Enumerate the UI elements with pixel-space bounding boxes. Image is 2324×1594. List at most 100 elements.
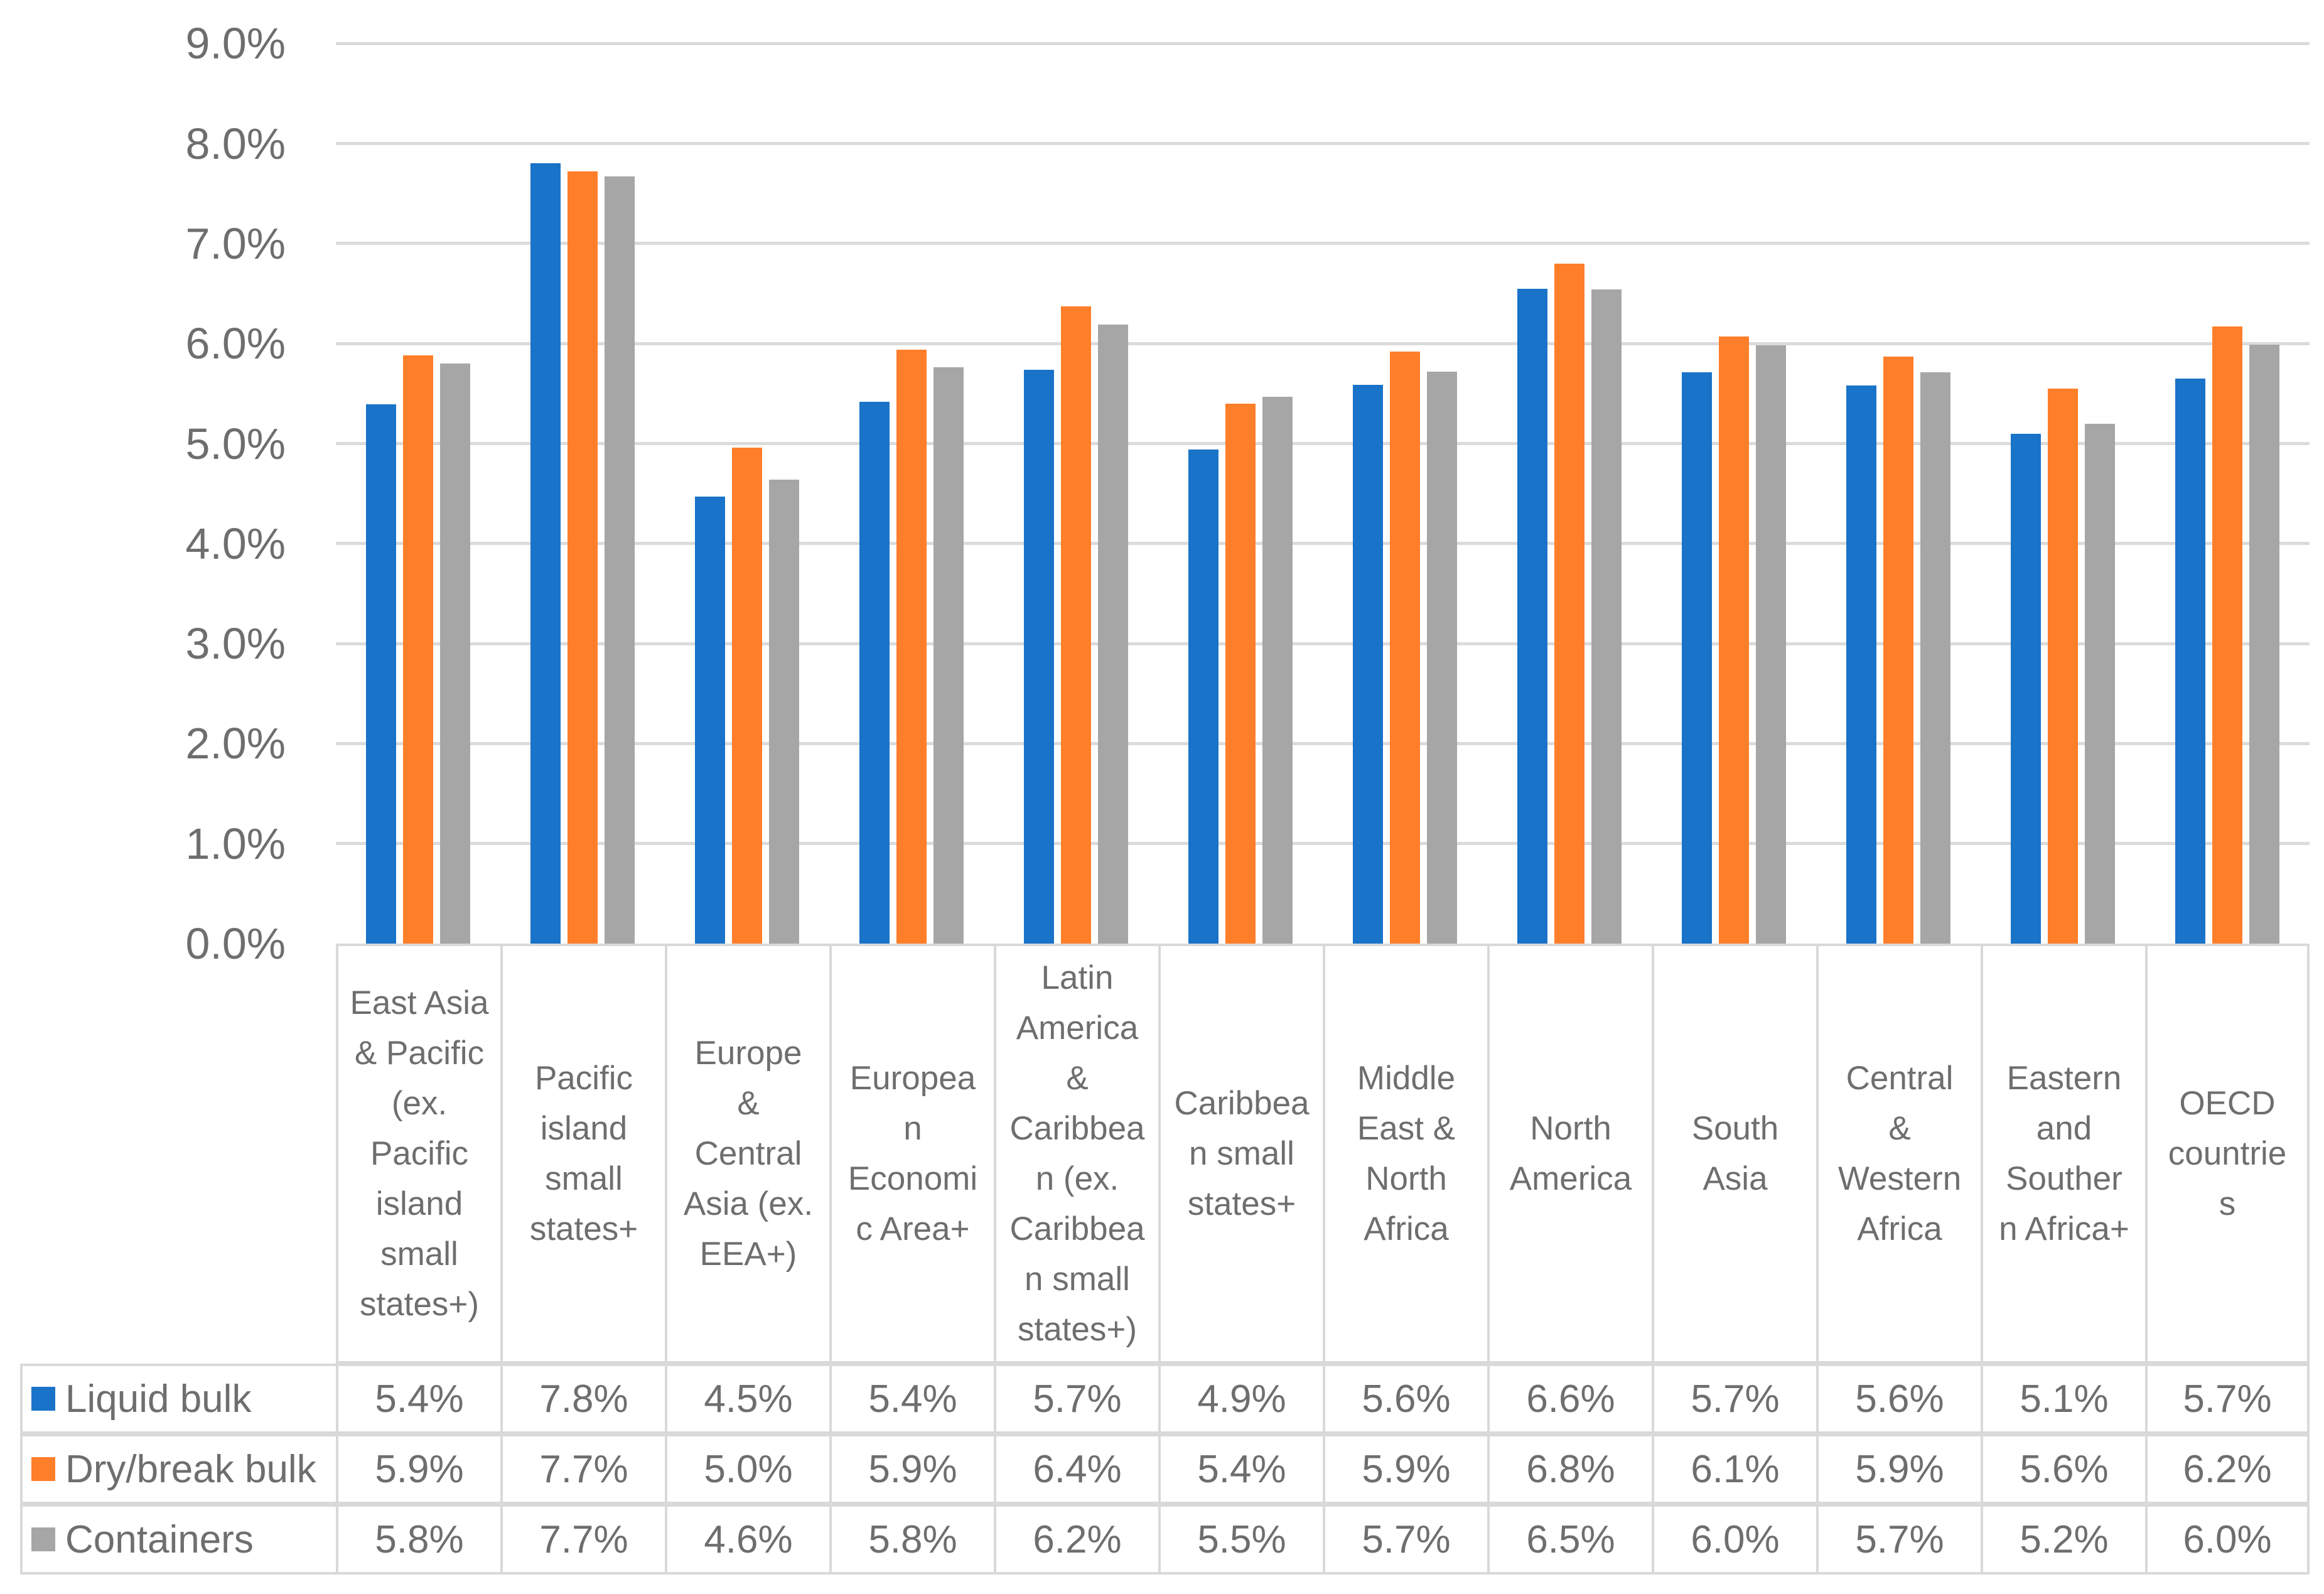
table-value-containers-col11: 5.2% [1981,1504,2145,1575]
table-value-liquid-bulk-col6: 4.9% [1158,1364,1323,1434]
bar-liquid-bulk-east-asia-pacific-ex-pacific-i [366,404,396,944]
legend-key-dry-break-bulk: Dry/break bulk [20,1434,336,1504]
table-value-dry-break-bulk-col6: 5.4% [1158,1434,1323,1504]
table-value-containers-col1: 5.8% [336,1504,500,1575]
bar-containers-europe-central-asia-ex-eea [769,479,799,944]
y-axis-tick-label: 1.0% [185,819,286,868]
table-value-dry-break-bulk-col4: 5.9% [829,1434,994,1504]
y-axis-tick-label: 9.0% [185,19,286,68]
table-value-liquid-bulk-col12: 5.7% [2145,1364,2310,1434]
bar-containers-south-asia [1756,345,1786,944]
table-value-liquid-bulk-col3: 4.5% [665,1364,829,1434]
table-value-dry-break-bulk-col1: 5.9% [336,1434,500,1504]
bar-dry-break-bulk-east-asia-pacific-ex-pacific-i [403,355,433,944]
legend-key-liquid-bulk: Liquid bulk [20,1364,336,1434]
gridline-8pct [336,142,2310,146]
table-value-liquid-bulk-col10: 5.6% [1816,1364,1981,1434]
y-axis-tick-label: 2.0% [185,719,286,768]
y-axis-tick-label: 5.0% [185,419,286,468]
gridline-2pct [336,741,2310,745]
y-axis-tick-label: 3.0% [185,619,286,669]
bar-dry-break-bulk-europe-central-asia-ex-eea [732,447,762,944]
category-label-east-asia-pacific-ex-pacific-i: East Asia & Pacific (ex. Pacific island … [336,944,500,1364]
bar-dry-break-bulk-eastern-and-southern-africa [2048,388,2078,944]
table-value-liquid-bulk-col8: 6.6% [1487,1364,1652,1434]
gridline-5pct [336,442,2310,445]
table-value-containers-col12: 6.0% [2145,1504,2310,1575]
bar-dry-break-bulk-european-economic-area [896,349,927,944]
table-value-containers-col5: 6.2% [994,1504,1158,1575]
legend-series-name: Liquid bulk [65,1377,252,1421]
bar-liquid-bulk-north-america [1517,288,1547,944]
table-value-containers-col4: 5.8% [829,1504,994,1575]
table-value-dry-break-bulk-col11: 5.6% [1981,1434,2145,1504]
bar-containers-european-economic-area [933,367,964,944]
bar-liquid-bulk-south-asia [1682,372,1712,944]
legend-key-containers: Containers [20,1504,336,1575]
table-value-liquid-bulk-col2: 7.8% [500,1364,665,1434]
bar-dry-break-bulk-latin-america-caribbean-ex-car [1061,306,1091,944]
bar-dry-break-bulk-north-america [1554,263,1584,944]
bar-liquid-bulk-oecd-countries [2175,378,2205,944]
bar-containers-east-asia-pacific-ex-pacific-i [440,363,470,944]
category-label-european-economic-area: Europea n Economi c Area+ [829,944,994,1364]
category-label-south-asia: South Asia [1652,944,1816,1364]
legend-swatch-icon [31,1387,55,1411]
table-value-liquid-bulk-col4: 5.4% [829,1364,994,1434]
bar-dry-break-bulk-central-western-africa [1883,356,1913,944]
category-label-central-western-africa: Central & Western Africa [1816,944,1981,1364]
category-label-north-america: North America [1487,944,1652,1364]
table-value-dry-break-bulk-col10: 5.9% [1816,1434,1981,1504]
y-axis-tick-label: 6.0% [185,319,286,369]
legend-swatch-icon [31,1457,55,1481]
category-label-europe-central-asia-ex-eea: Europe & Central Asia (ex. EEA+) [665,944,829,1364]
bar-liquid-bulk-caribbean-small-states [1188,450,1218,944]
bar-liquid-bulk-eastern-and-southern-africa [2011,433,2041,944]
bar-containers-oecd-countries [2249,344,2279,944]
gridline-6pct [336,342,2310,345]
legend-series-name: Dry/break bulk [65,1447,316,1491]
category-label-middle-east-north-africa: Middle East & North Africa [1323,944,1487,1364]
table-value-dry-break-bulk-col3: 5.0% [665,1434,829,1504]
bar-liquid-bulk-latin-america-caribbean-ex-car [1024,369,1054,944]
gridline-3pct [336,642,2310,645]
y-axis-tick-label: 4.0% [185,519,286,568]
table-value-dry-break-bulk-col9: 6.1% [1652,1434,1816,1504]
category-label-pacific-island-small-states: Pacific island small states+ [500,944,665,1364]
category-label-eastern-and-southern-africa: Eastern and Souther n Africa+ [1981,944,2145,1364]
y-axis-tick-label: 0.0% [185,919,286,968]
table-value-containers-col8: 6.5% [1487,1504,1652,1575]
table-value-containers-col6: 5.5% [1158,1504,1323,1575]
table-value-liquid-bulk-col11: 5.1% [1981,1364,2145,1434]
bar-containers-central-western-africa [1920,372,1950,944]
bar-liquid-bulk-pacific-island-small-states [530,163,561,944]
bar-dry-break-bulk-pacific-island-small-states [568,171,598,944]
bar-liquid-bulk-central-western-africa [1846,385,1876,944]
table-value-liquid-bulk-col7: 5.6% [1323,1364,1487,1434]
bar-containers-pacific-island-small-states [605,176,635,944]
legend-swatch-icon [31,1527,55,1551]
category-label-oecd-countries: OECD countrie s [2145,944,2310,1364]
bar-dry-break-bulk-middle-east-north-africa [1390,351,1420,944]
table-value-dry-break-bulk-col8: 6.8% [1487,1434,1652,1504]
table-value-liquid-bulk-col9: 5.7% [1652,1364,1816,1434]
y-axis-tick-label: 8.0% [185,119,286,168]
bar-containers-eastern-and-southern-africa [2085,423,2115,944]
bar-liquid-bulk-european-economic-area [859,401,890,944]
table-value-containers-col3: 4.6% [665,1504,829,1575]
bar-liquid-bulk-middle-east-north-africa [1353,384,1383,944]
gridline-7pct [336,242,2310,245]
table-value-dry-break-bulk-col7: 5.9% [1323,1434,1487,1504]
bar-dry-break-bulk-oecd-countries [2212,326,2242,944]
table-value-containers-col2: 7.7% [500,1504,665,1575]
bar-dry-break-bulk-caribbean-small-states [1225,403,1256,944]
category-label-caribbean-small-states: Caribbea n small states+ [1158,944,1323,1364]
table-value-containers-col9: 6.0% [1652,1504,1816,1575]
table-value-containers-col10: 5.7% [1816,1504,1981,1575]
gridline-9pct [336,41,2310,45]
gridline-4pct [336,542,2310,546]
table-value-dry-break-bulk-col2: 7.7% [500,1434,665,1504]
bar-liquid-bulk-europe-central-asia-ex-eea [695,496,725,944]
table-value-dry-break-bulk-col5: 6.4% [994,1434,1158,1504]
